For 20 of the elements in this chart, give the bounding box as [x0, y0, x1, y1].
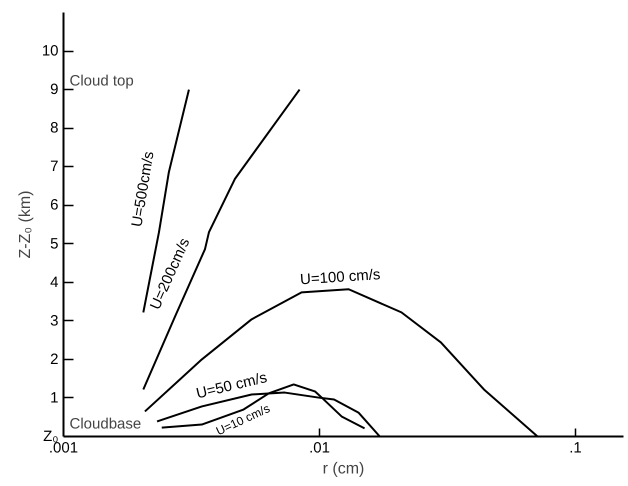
y-tick-label: 5 [50, 235, 58, 252]
text: U=50 cm/s [194, 369, 269, 402]
x-axis-title: r (cm) [322, 460, 364, 478]
series-label: U=100 cm/s [300, 266, 381, 288]
annotation: Cloudbase [70, 416, 142, 432]
y-tick-label: 1 [50, 389, 58, 406]
y-tick-label: 2 [50, 350, 58, 368]
y-tick-label: 10 [42, 42, 59, 60]
y-axis-title: Z-Z₀ (km) [16, 190, 34, 258]
x-tick-label: .1 [569, 440, 582, 456]
text: U=10 cm/s [214, 401, 272, 438]
y-tick-label: 8 [50, 120, 58, 137]
annotation: Cloud top [70, 72, 134, 90]
text: U=500cm/s [128, 150, 158, 228]
y-tick-label: 3 [50, 312, 58, 330]
y-tick-label: 6 [50, 196, 58, 214]
y-tick-label: 9 [50, 81, 58, 98]
y-tick-label: 7 [50, 158, 58, 176]
y-tick-label: 4 [50, 274, 58, 291]
x-tick-label: .01 [309, 440, 330, 456]
